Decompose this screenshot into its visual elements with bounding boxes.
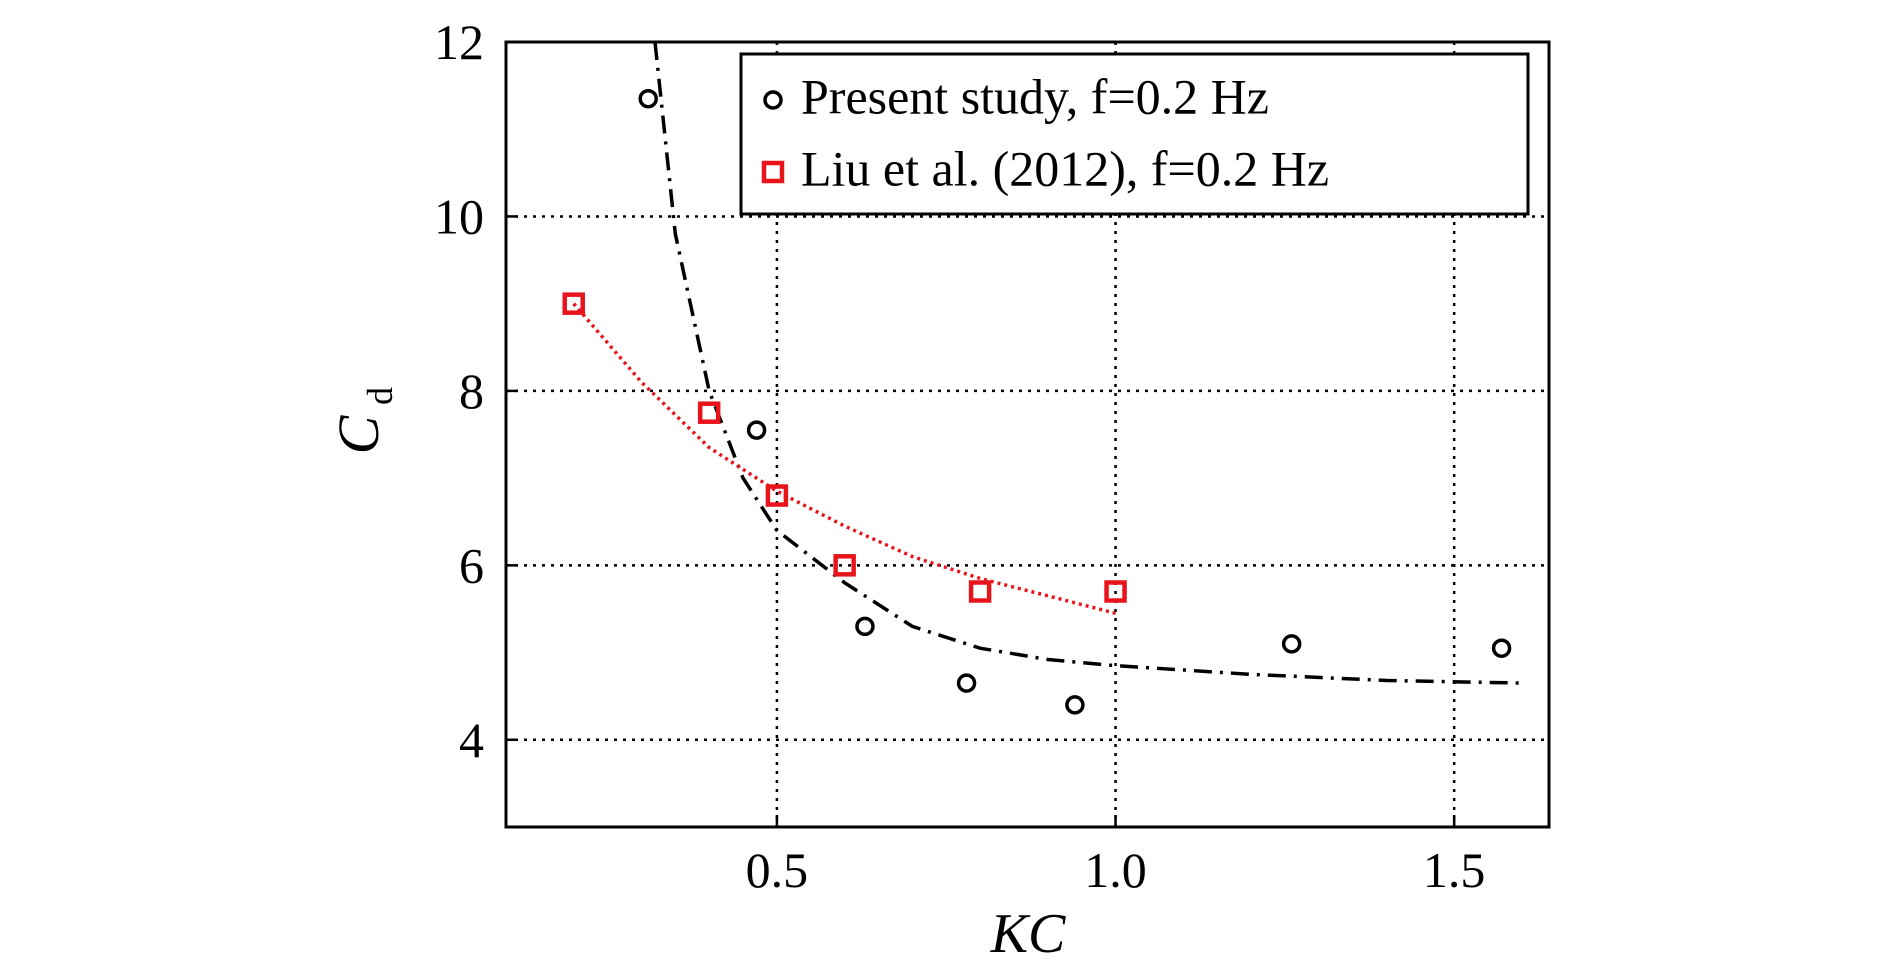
point [746,420,767,440]
y-tick-label: 8 [459,363,484,419]
point [562,292,585,315]
point [968,580,992,603]
x-tick-label: 1.5 [1423,842,1486,898]
legend-label: Present study, f=0.2 Hz [801,68,1269,124]
x-tick-label: 0.5 [746,842,809,898]
plot-frame [504,40,1551,829]
x-tick-label: 1.0 [1084,842,1147,898]
y-axis-label: C [326,414,391,454]
point [1065,695,1085,715]
fit-line [653,41,1522,685]
point [855,616,875,637]
y-tick-label: 10 [434,188,484,244]
point [833,554,856,577]
fit-line [572,302,1116,616]
legend-box [739,52,1530,216]
legend-marker [761,160,785,184]
y-axis-label-sub: d [360,387,400,405]
y-tick-label: 6 [459,537,484,593]
legend-label: Liu et al. (2012), f=0.2 Hz [801,140,1329,196]
y-axis-label-group: C d [326,387,400,454]
point [1104,580,1127,603]
point [697,401,721,424]
legend-marker [763,90,783,110]
y-tick-label: 4 [459,712,484,768]
y-tick-label: 12 [434,14,484,70]
point [638,88,658,109]
point [1491,638,1512,658]
point [1281,634,1302,654]
x-axis-label: KC [990,903,1066,965]
point [956,673,977,693]
point [765,484,789,507]
